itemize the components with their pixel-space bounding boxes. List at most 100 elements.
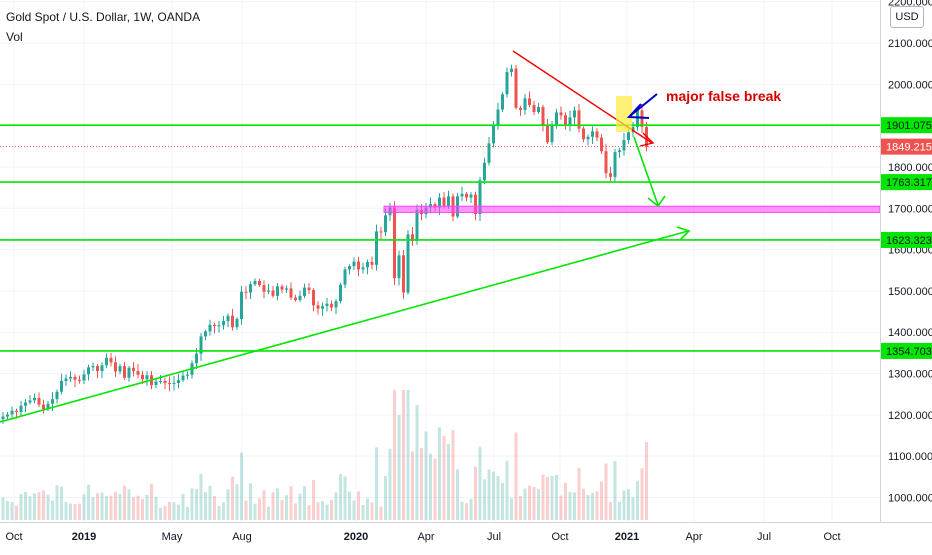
candle — [456, 192, 459, 219]
candle — [528, 91, 531, 108]
volume-bar — [231, 476, 234, 520]
candle — [582, 126, 585, 143]
candle — [132, 362, 135, 377]
volume-bar — [636, 480, 639, 520]
volume-legend[interactable]: Vol — [6, 30, 23, 44]
volume-bar — [573, 492, 576, 520]
price-label-bg — [881, 138, 932, 155]
volume-bar — [190, 488, 194, 520]
volume-bar — [312, 479, 315, 520]
candle — [28, 394, 32, 405]
candle — [460, 186, 464, 201]
volume-bar — [46, 494, 50, 520]
volume-bar — [33, 493, 36, 520]
volume-bar — [510, 498, 513, 520]
symbol-title[interactable]: Gold Spot / U.S. Dollar, 1W, OANDA — [6, 10, 201, 24]
candle — [19, 400, 23, 417]
volume-bar — [618, 501, 621, 520]
volume-bar — [195, 489, 198, 520]
volume-bar — [91, 496, 95, 520]
volume-bar — [582, 488, 585, 520]
volume-bar — [577, 467, 581, 520]
trendline-arrowhead — [676, 226, 691, 241]
candle-body — [258, 280, 261, 286]
candle-body — [622, 140, 626, 151]
candle — [577, 104, 581, 133]
volume-bar — [258, 498, 261, 520]
candle — [303, 283, 306, 299]
candle-body — [402, 255, 405, 293]
candle — [514, 65, 518, 110]
volume-bar — [154, 496, 158, 520]
candle — [343, 266, 347, 289]
candle-body — [177, 380, 180, 384]
candle — [163, 377, 167, 390]
volume-bar — [334, 492, 338, 520]
candle — [181, 370, 185, 382]
volume-bar — [375, 447, 378, 520]
volume-bar — [240, 452, 243, 520]
ascending-trendline — [0, 230, 689, 423]
candle-body — [550, 125, 554, 143]
price-label-text: 1849.215 — [886, 142, 932, 154]
candles — [1, 64, 648, 424]
candle-body — [384, 215, 387, 233]
candle — [352, 257, 356, 270]
candle-body — [132, 367, 135, 372]
candle — [177, 374, 180, 389]
volume-bar — [69, 503, 72, 520]
candle — [127, 365, 131, 382]
candle — [465, 191, 468, 202]
volume-bar — [645, 442, 648, 520]
candle-body — [136, 371, 140, 375]
candle — [96, 363, 99, 379]
volume-bar — [397, 415, 401, 520]
candle-body — [325, 303, 329, 307]
volume-bar — [24, 491, 27, 520]
volume-bar — [523, 488, 527, 520]
candle-body — [303, 287, 306, 296]
volume-bar — [118, 494, 122, 520]
volume-bar — [456, 469, 459, 520]
candle-body — [105, 357, 108, 366]
volume-bar — [204, 492, 207, 520]
candle-body — [321, 306, 324, 309]
volume-bar — [105, 496, 108, 520]
candle — [69, 371, 72, 382]
volume-bar — [546, 477, 549, 520]
volume-bar — [321, 501, 324, 520]
volume-bars — [1, 390, 648, 520]
candle-body — [352, 261, 356, 267]
candle-body — [604, 151, 608, 174]
volume-bar — [114, 491, 117, 520]
level-price-label: 1763.317 — [881, 174, 932, 191]
volume-bar — [276, 488, 279, 520]
currency-button[interactable]: USD — [890, 6, 924, 28]
candle — [379, 227, 383, 240]
candle — [235, 317, 239, 330]
volume-bar — [73, 503, 77, 520]
volume-bar — [411, 451, 414, 520]
candle-body — [316, 305, 320, 309]
candle-body — [357, 261, 360, 270]
false-break-highlight — [616, 96, 632, 132]
price-label-bg — [881, 342, 932, 359]
candle — [280, 284, 284, 294]
volume-bar — [141, 498, 144, 520]
candle-body — [186, 374, 189, 376]
candle-body — [573, 110, 576, 118]
candle-body — [510, 68, 513, 72]
price-axis[interactable]: 1000.000 1100.000 1200.000 1300.000 1400.000… — [880, 0, 932, 550]
time-tick-label: Jul — [757, 531, 771, 543]
candle — [402, 250, 405, 300]
candle-body — [415, 209, 419, 241]
volume-bar — [438, 427, 441, 520]
candle — [537, 103, 540, 114]
candle-body — [141, 374, 144, 380]
candle-body — [379, 231, 383, 233]
time-axis[interactable]: Oct 2019 May Aug 2020 Apr Jul Oct 2021 Apr Jul Oct — [0, 522, 932, 544]
volume-bar — [37, 492, 41, 520]
volume-bar — [514, 432, 518, 520]
